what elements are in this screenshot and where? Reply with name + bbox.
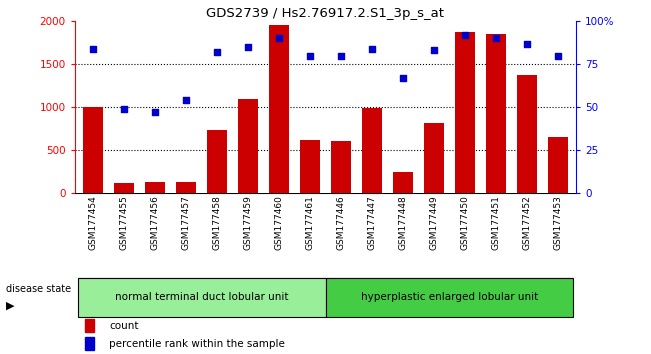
Bar: [486, 34, 506, 193]
Bar: [269, 25, 289, 193]
Bar: [424, 124, 444, 193]
Bar: [145, 182, 165, 193]
Text: count: count: [109, 321, 139, 331]
Point: [367, 46, 377, 52]
Text: GSM177446: GSM177446: [337, 195, 346, 250]
Text: ▶: ▶: [6, 301, 14, 311]
Bar: [547, 137, 568, 193]
Bar: [115, 183, 134, 193]
Bar: [85, 319, 94, 332]
Text: hyperplastic enlarged lobular unit: hyperplastic enlarged lobular unit: [361, 292, 538, 302]
Point: [274, 35, 284, 41]
Text: normal terminal duct lobular unit: normal terminal duct lobular unit: [115, 292, 288, 302]
Point: [150, 109, 161, 115]
Point: [490, 35, 501, 41]
Point: [521, 41, 532, 46]
Bar: [326, 278, 573, 317]
Text: GSM177456: GSM177456: [151, 195, 159, 250]
Bar: [331, 141, 351, 193]
Bar: [362, 108, 382, 193]
Text: GSM177447: GSM177447: [367, 195, 376, 250]
Point: [181, 97, 191, 103]
Text: GSM177458: GSM177458: [213, 195, 222, 250]
Text: GSM177449: GSM177449: [429, 195, 438, 250]
Text: GSM177454: GSM177454: [89, 195, 98, 250]
Text: GSM177452: GSM177452: [522, 195, 531, 250]
Point: [552, 53, 562, 58]
Text: GSM177457: GSM177457: [182, 195, 191, 250]
Point: [243, 44, 253, 50]
Point: [89, 46, 99, 52]
Bar: [393, 172, 413, 193]
Text: GSM177453: GSM177453: [553, 195, 562, 250]
Point: [212, 49, 223, 55]
Bar: [300, 140, 320, 193]
Text: GSM177448: GSM177448: [398, 195, 408, 250]
Text: GSM177450: GSM177450: [460, 195, 469, 250]
Text: GSM177461: GSM177461: [305, 195, 314, 250]
Text: GSM177460: GSM177460: [275, 195, 284, 250]
Text: GSM177459: GSM177459: [243, 195, 253, 250]
Bar: [78, 278, 326, 317]
Point: [460, 32, 470, 38]
Bar: [85, 337, 94, 350]
Bar: [207, 130, 227, 193]
Point: [336, 53, 346, 58]
Point: [305, 53, 315, 58]
Bar: [454, 33, 475, 193]
Text: percentile rank within the sample: percentile rank within the sample: [109, 339, 285, 349]
Text: disease state: disease state: [6, 284, 71, 294]
Bar: [83, 107, 104, 193]
Point: [428, 47, 439, 53]
Bar: [238, 98, 258, 193]
Text: GSM177455: GSM177455: [120, 195, 129, 250]
Text: GSM177451: GSM177451: [492, 195, 500, 250]
Title: GDS2739 / Hs2.76917.2.S1_3p_s_at: GDS2739 / Hs2.76917.2.S1_3p_s_at: [206, 7, 445, 20]
Point: [119, 106, 130, 112]
Bar: [517, 75, 536, 193]
Point: [398, 75, 408, 81]
Bar: [176, 182, 197, 193]
